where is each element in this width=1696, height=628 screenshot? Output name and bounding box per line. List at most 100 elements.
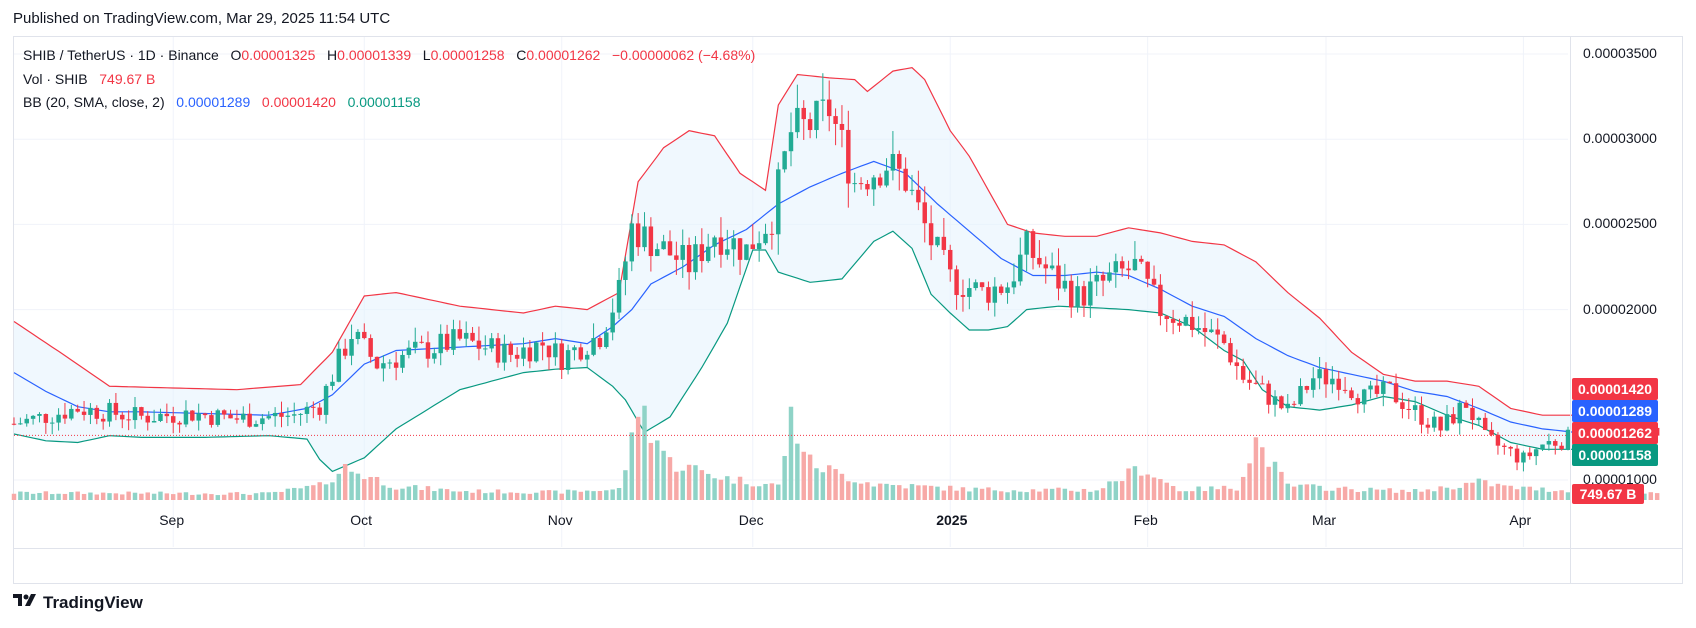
volume-bar bbox=[495, 489, 501, 500]
legend-volume[interactable]: Vol · SHIB 749.67 B bbox=[23, 71, 155, 87]
candle-body bbox=[1272, 396, 1278, 405]
price-tick-label: 0.00003000 bbox=[1583, 130, 1657, 147]
candle-body bbox=[1126, 268, 1131, 271]
candle-body bbox=[1107, 272, 1112, 281]
legend-bollinger[interactable]: BB (20, SMA, close, 2) 0.00001289 0.0000… bbox=[23, 94, 421, 110]
volume-bar bbox=[1011, 490, 1017, 500]
volume-bar bbox=[1190, 491, 1195, 500]
volume-bar bbox=[234, 492, 240, 500]
candle-body bbox=[107, 402, 112, 422]
candle-body bbox=[432, 353, 437, 359]
volume-bar bbox=[635, 416, 641, 500]
volume-bar bbox=[763, 483, 768, 500]
candle-body bbox=[527, 347, 533, 362]
candle-body bbox=[1553, 441, 1558, 446]
candle-body bbox=[1495, 434, 1501, 446]
candle-body bbox=[1482, 417, 1488, 430]
volume-bar bbox=[1228, 488, 1233, 500]
volume-bar bbox=[1164, 482, 1169, 500]
candle-body bbox=[196, 413, 201, 421]
candle-body bbox=[852, 183, 857, 185]
candle-body bbox=[1432, 416, 1437, 428]
volume-bar bbox=[419, 489, 424, 500]
volume-bar bbox=[100, 492, 106, 500]
candle-body bbox=[1412, 405, 1418, 410]
candle-body bbox=[839, 123, 845, 130]
legend-open-label: O bbox=[230, 47, 242, 63]
candle-body bbox=[272, 412, 278, 417]
volume-bar bbox=[253, 493, 259, 500]
candle-body bbox=[846, 129, 851, 184]
volume-bar bbox=[1151, 477, 1157, 500]
volume-bar bbox=[1285, 483, 1290, 500]
volume-bar bbox=[43, 491, 49, 500]
candle-body bbox=[750, 244, 756, 250]
candlesticks bbox=[11, 73, 1660, 472]
legend-symbol[interactable]: SHIB / TetherUS · 1D · Binance bbox=[23, 47, 219, 63]
legend-volume-value: 749.67 B bbox=[99, 71, 156, 87]
volume-bar bbox=[30, 493, 36, 500]
volume-bar bbox=[1521, 486, 1526, 500]
candle-body bbox=[1463, 402, 1469, 408]
volume-bar bbox=[56, 493, 61, 500]
candle-body bbox=[667, 241, 673, 256]
volume-bar bbox=[903, 488, 908, 500]
candle-body bbox=[1145, 261, 1150, 279]
candle-body bbox=[451, 329, 456, 350]
volume-bar bbox=[1075, 491, 1080, 500]
bb-upper-badge: 0.00001420 bbox=[1572, 378, 1658, 400]
volume-bar bbox=[476, 489, 482, 500]
volume-bar bbox=[1260, 447, 1265, 500]
volume-bar bbox=[75, 491, 80, 500]
candle-body bbox=[725, 249, 730, 255]
volume-bar bbox=[190, 494, 195, 500]
volume-bar bbox=[610, 489, 615, 500]
candle-body bbox=[1247, 379, 1252, 383]
volume-bar bbox=[756, 486, 762, 500]
candle-body bbox=[686, 245, 692, 273]
candle-body bbox=[623, 261, 628, 280]
candle-body bbox=[801, 107, 806, 120]
candle-body bbox=[807, 119, 813, 131]
candle-body bbox=[967, 288, 972, 297]
candle-body bbox=[1400, 402, 1405, 409]
volume-bar bbox=[228, 492, 233, 500]
candle-body bbox=[158, 413, 163, 421]
volume-bar bbox=[432, 491, 437, 500]
volume-bar bbox=[623, 470, 628, 500]
candle-body bbox=[871, 177, 877, 190]
volume-bar bbox=[209, 494, 214, 500]
candle-body bbox=[285, 415, 291, 417]
volume-bar bbox=[285, 488, 291, 500]
candle-body bbox=[916, 189, 921, 203]
volume-bar bbox=[457, 491, 463, 500]
candle-body bbox=[489, 338, 494, 349]
last-price-badge: 0.00001262 bbox=[1572, 422, 1658, 444]
candle-body bbox=[241, 413, 246, 420]
volume-bar bbox=[642, 405, 647, 500]
volume-bar bbox=[992, 490, 998, 500]
volume-bar bbox=[833, 469, 838, 500]
candle-body bbox=[731, 238, 736, 250]
candle-body bbox=[323, 385, 329, 415]
candle-body bbox=[1291, 403, 1297, 405]
volume-bar bbox=[94, 494, 100, 500]
candle-body bbox=[1088, 281, 1093, 306]
volume-bar bbox=[1533, 490, 1539, 500]
volume-bar bbox=[1457, 487, 1462, 500]
volume-bar bbox=[553, 490, 558, 500]
candle-body bbox=[979, 282, 985, 288]
volume-bar bbox=[1247, 463, 1252, 500]
candle-body bbox=[655, 249, 660, 257]
candle-body bbox=[425, 342, 431, 359]
volume-bar bbox=[591, 491, 596, 500]
volume-bar bbox=[846, 481, 851, 500]
candle-body bbox=[1005, 287, 1010, 293]
candle-body bbox=[177, 422, 182, 425]
candle-body bbox=[1234, 362, 1240, 367]
volume-bar bbox=[1266, 466, 1271, 500]
candle-body bbox=[1260, 383, 1265, 385]
volume-bar bbox=[393, 489, 399, 500]
tradingview-brand[interactable]: TradingView bbox=[13, 592, 143, 613]
